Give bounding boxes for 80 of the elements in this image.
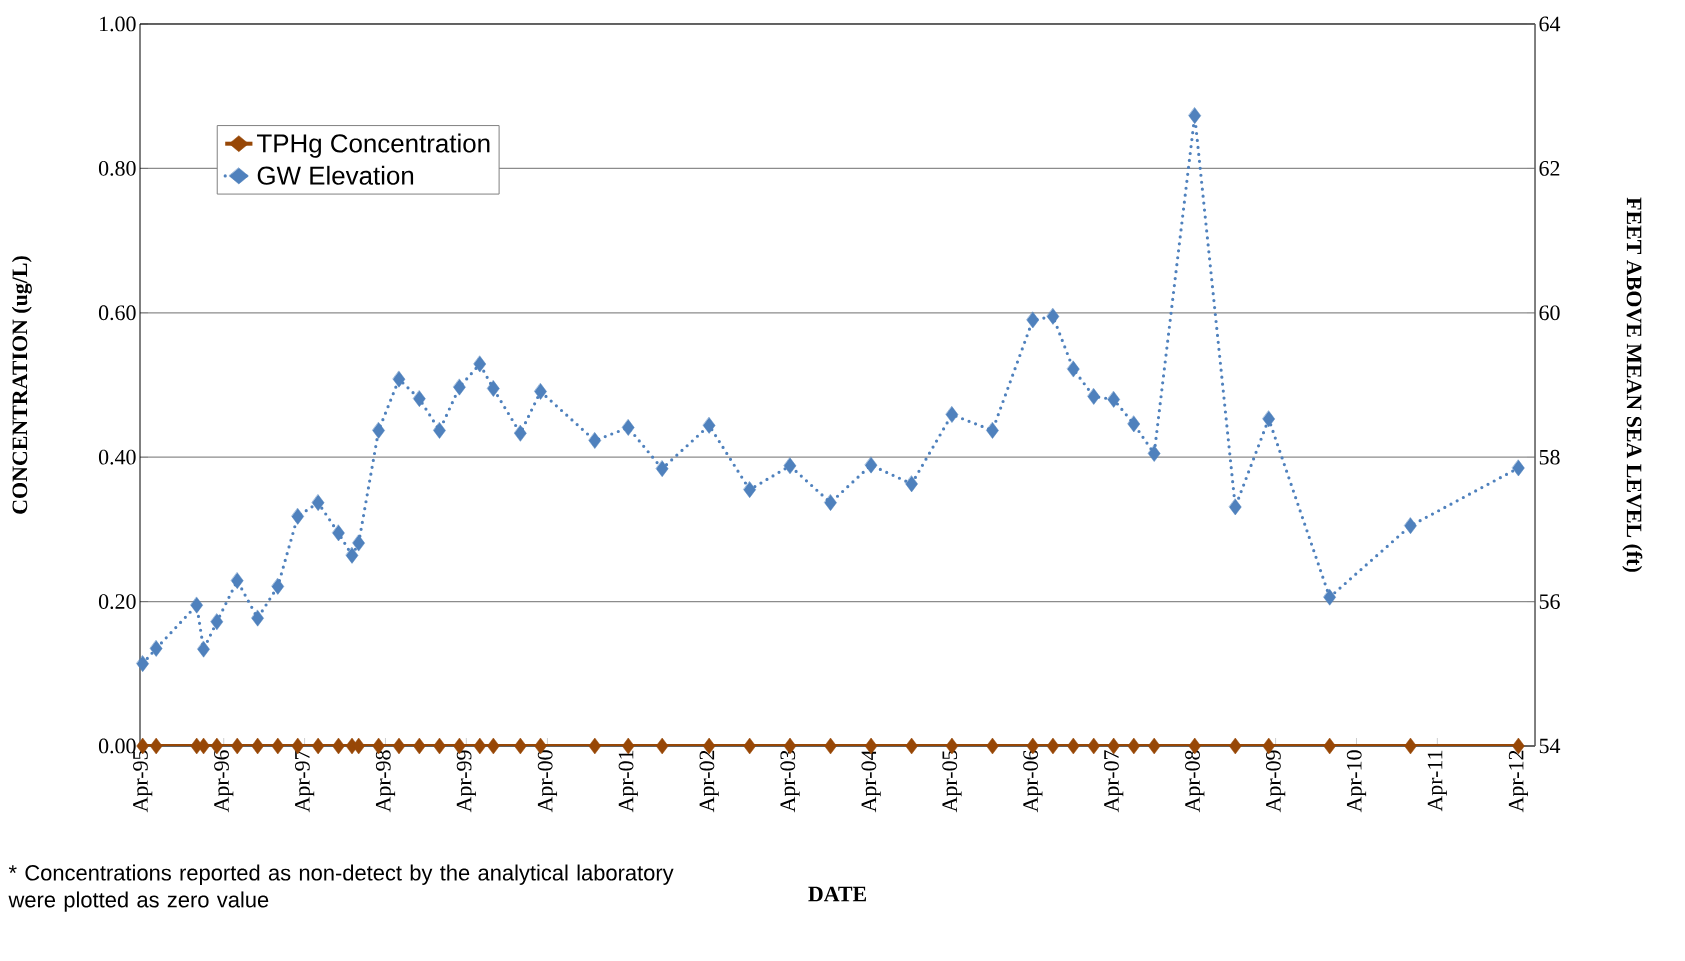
x-tick-label: Apr-99 xyxy=(456,750,476,813)
point xyxy=(743,481,756,498)
x-tick-label: Apr-02 xyxy=(699,750,719,813)
point xyxy=(1229,498,1242,516)
x-tick-label: Apr-12 xyxy=(1508,750,1529,813)
point xyxy=(1512,459,1525,477)
point xyxy=(345,547,359,564)
x-tick-label: Apr-06 xyxy=(1023,750,1043,813)
point xyxy=(588,432,602,449)
point xyxy=(487,380,500,397)
point xyxy=(783,457,797,475)
x-tick-label: Apr-10 xyxy=(1346,750,1367,813)
point xyxy=(271,578,285,595)
point xyxy=(622,419,635,436)
y2-axis-title: FEET ABOVE MEAN SEA LEVEL (ft) xyxy=(1622,197,1643,572)
point xyxy=(392,370,406,388)
point xyxy=(1188,107,1201,124)
x-tick-label: Apr-96 xyxy=(214,750,234,813)
point xyxy=(1323,589,1336,606)
y2-tick-label: 58 xyxy=(1539,449,1560,465)
y-tick-label: 1.00 xyxy=(100,16,136,32)
point xyxy=(986,422,999,439)
point xyxy=(433,422,446,439)
point xyxy=(231,572,244,589)
point xyxy=(453,378,466,396)
y-tick-label: 0.40 xyxy=(98,449,136,465)
point xyxy=(136,655,149,672)
y-tick-label: 0.80 xyxy=(98,160,136,176)
x-tick-label: Apr-08 xyxy=(1185,750,1205,813)
point xyxy=(702,417,716,434)
point xyxy=(534,383,547,400)
point xyxy=(824,494,837,511)
point xyxy=(1127,415,1141,433)
y-tick-label: 0.20 xyxy=(98,594,136,610)
point xyxy=(197,641,210,658)
x-tick-label: Apr-09 xyxy=(1265,750,1286,813)
point xyxy=(190,596,203,614)
text: * Concentrations reported as non-detect by the analytical laboratory were plotted as zero value xyxy=(8,864,674,912)
point xyxy=(514,425,527,442)
x-tick-label: Apr-03 xyxy=(780,750,800,813)
y-tick-label: 0.60 xyxy=(98,305,136,321)
point xyxy=(149,640,163,657)
point xyxy=(291,508,304,525)
x-tick-label: Apr-07 xyxy=(1104,750,1124,813)
point xyxy=(372,422,385,439)
point xyxy=(905,475,918,493)
x-tick-label: Apr-00 xyxy=(537,750,558,813)
point xyxy=(251,609,264,627)
x-tick-label: Apr-01 xyxy=(618,750,638,813)
x-tick-label: Apr-04 xyxy=(861,749,881,813)
x-tick-label: Apr-11 xyxy=(1427,750,1447,812)
y2-tick-label: 56 xyxy=(1539,594,1560,609)
point xyxy=(332,524,345,542)
point xyxy=(655,460,669,477)
x-tick-label: Apr-97 xyxy=(295,750,315,813)
y2-tick-label: 60 xyxy=(1539,305,1560,321)
point xyxy=(1147,445,1161,462)
y2-tick-label: 62 xyxy=(1539,161,1560,176)
y2-tick-label: 64 xyxy=(1539,16,1561,32)
point xyxy=(1107,391,1120,408)
x-axis-title: DATE xyxy=(808,886,867,902)
point xyxy=(1262,410,1275,428)
point xyxy=(473,355,487,373)
point xyxy=(1404,517,1417,535)
y-axis-title: CONCENTRATION (ug/L) xyxy=(11,256,32,514)
point xyxy=(311,494,325,511)
x-tick-label: Apr-98 xyxy=(375,750,396,813)
x-tick-label: Apr-05 xyxy=(942,750,962,813)
point xyxy=(1067,360,1080,378)
point xyxy=(413,390,426,407)
legend-label: TPHg Concentration xyxy=(257,133,490,158)
point xyxy=(864,456,878,474)
point xyxy=(945,406,959,423)
legend-label: GW Elevation xyxy=(257,165,414,185)
point xyxy=(1087,388,1100,405)
point xyxy=(1046,308,1060,325)
point xyxy=(210,613,224,631)
point xyxy=(1026,311,1040,329)
y2-tick-label: 54 xyxy=(1539,738,1561,754)
point xyxy=(352,534,365,552)
